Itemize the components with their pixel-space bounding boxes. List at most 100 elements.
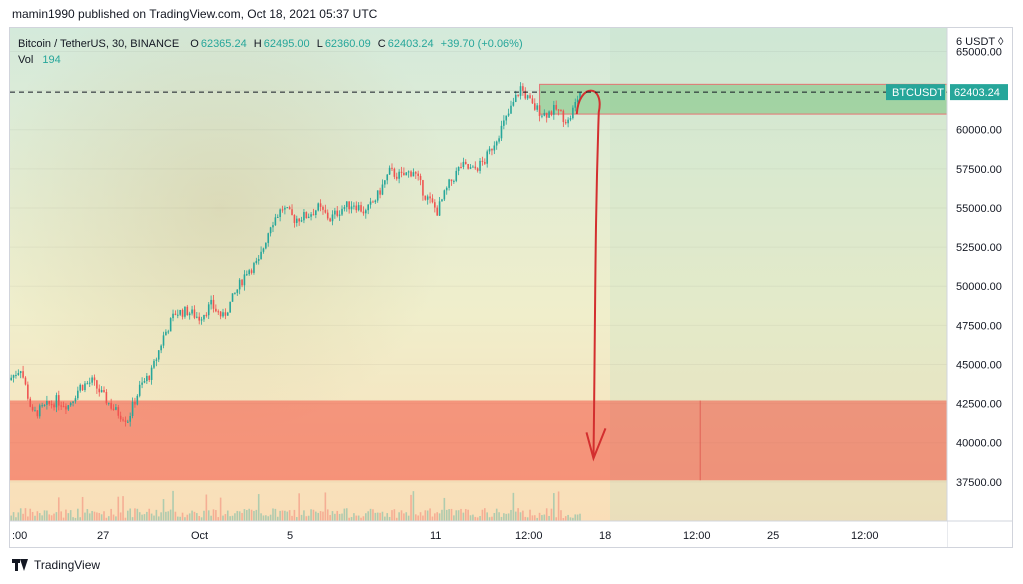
candle-body <box>436 207 439 216</box>
footer-brand[interactable]: TradingView <box>12 558 100 572</box>
time-tick-label: 25 <box>767 530 779 542</box>
candle-body <box>462 161 465 168</box>
candle-body <box>379 190 381 195</box>
time-tick-label: 18 <box>599 530 611 542</box>
volume-bar <box>157 516 160 521</box>
volume-bar <box>255 509 258 521</box>
candle-body <box>400 171 403 173</box>
currency-label[interactable]: 6 USDT ◊ <box>956 36 1004 48</box>
volume-bar <box>391 510 393 521</box>
candle-body <box>53 404 55 408</box>
chart-panel[interactable]: 65000.00 60000.00 57500.00 55000.00 52500.00… <box>9 27 1013 548</box>
candle-body <box>541 115 543 117</box>
candle-body <box>481 160 484 162</box>
candle-body <box>519 86 522 96</box>
volume-bar <box>267 516 270 521</box>
candle-body <box>119 415 122 420</box>
volume-bar <box>150 513 153 521</box>
volume-bar <box>169 509 172 521</box>
volume-bar <box>441 509 443 521</box>
candle-body <box>503 120 505 126</box>
volume-bar <box>355 515 358 521</box>
candle-body <box>360 205 362 212</box>
candle-body <box>146 375 148 382</box>
volume-bar <box>17 512 20 521</box>
candle-body <box>17 373 20 375</box>
volume-bar <box>295 517 298 521</box>
volume-bar <box>524 516 527 521</box>
candle-body <box>84 383 86 391</box>
candle-body <box>560 110 562 112</box>
volume-bar <box>374 512 377 521</box>
volume-bar <box>345 508 348 521</box>
volume-bar <box>53 513 55 521</box>
volume-bar <box>329 515 331 521</box>
price-tick-label: 42500.00 <box>956 399 1002 411</box>
volume-bar <box>62 517 65 521</box>
volume-bar <box>431 516 434 521</box>
candle-body <box>288 207 291 210</box>
volume-bar <box>488 517 491 521</box>
candle-body <box>357 205 360 211</box>
candle-body <box>367 204 369 211</box>
volume-bar <box>31 511 34 521</box>
volume-label[interactable]: Vol <box>18 54 34 66</box>
candle-body <box>191 309 193 314</box>
candle-body <box>10 377 12 381</box>
volume-bar <box>405 512 408 521</box>
volume-bar <box>479 515 481 521</box>
volume-bar <box>426 510 429 521</box>
volume-bar <box>514 511 517 521</box>
volume-bar <box>453 515 455 521</box>
candle-body <box>398 171 400 179</box>
volume-bar <box>557 491 560 521</box>
candle-body <box>96 380 98 389</box>
candle-body <box>324 209 327 213</box>
volume-bar <box>179 516 181 521</box>
candle-body <box>343 207 346 209</box>
volume-bar <box>19 508 22 521</box>
candle-body <box>479 160 481 171</box>
symbol-title[interactable]: Bitcoin / TetherUS, 30, BINANCE <box>18 38 180 50</box>
publisher-caption: mamin1990 published on TradingView.com, … <box>12 7 378 21</box>
candle-body <box>27 384 29 399</box>
volume-bar <box>86 509 89 521</box>
time-axis-labels: :00 27 Oct 5 11 12:00 18 12:00 25 12:00 <box>12 530 879 542</box>
volume-bar <box>410 494 412 521</box>
volume-bar <box>207 510 210 521</box>
volume-bar <box>365 513 367 521</box>
volume-bar <box>548 515 550 521</box>
candle-body <box>31 406 34 411</box>
candle-body <box>136 395 139 405</box>
volume-bar <box>512 492 515 521</box>
candle-body <box>112 408 115 410</box>
candle-body <box>426 196 429 200</box>
volume-bar <box>310 509 312 521</box>
volume-bar <box>210 515 212 521</box>
price-axis[interactable] <box>947 28 1013 548</box>
volume-bar <box>212 509 215 521</box>
candle-body <box>500 125 503 139</box>
volume-bar <box>291 515 293 521</box>
volume-bar <box>253 510 255 521</box>
candle-body <box>155 359 158 361</box>
candle-body <box>162 335 165 346</box>
candle-body <box>572 107 574 119</box>
candle-body <box>148 375 151 380</box>
volume-bar <box>46 510 48 521</box>
time-axis[interactable] <box>10 521 947 548</box>
candle-body <box>445 187 448 191</box>
candle-body <box>69 403 72 406</box>
volume-bar <box>500 516 503 521</box>
volume-bar <box>41 515 43 521</box>
candle-body <box>279 209 281 218</box>
candle-body <box>200 319 203 321</box>
volume-bar <box>443 497 446 521</box>
candle-body <box>341 208 343 215</box>
time-tick-label: 12:00 <box>851 530 879 542</box>
volume-bar <box>438 513 441 521</box>
volume-bar <box>424 510 427 521</box>
candlestick-chart[interactable]: 65000.00 60000.00 57500.00 55000.00 52500.00… <box>10 28 1013 548</box>
volume-bar <box>481 509 484 521</box>
volume-bar <box>322 511 324 521</box>
